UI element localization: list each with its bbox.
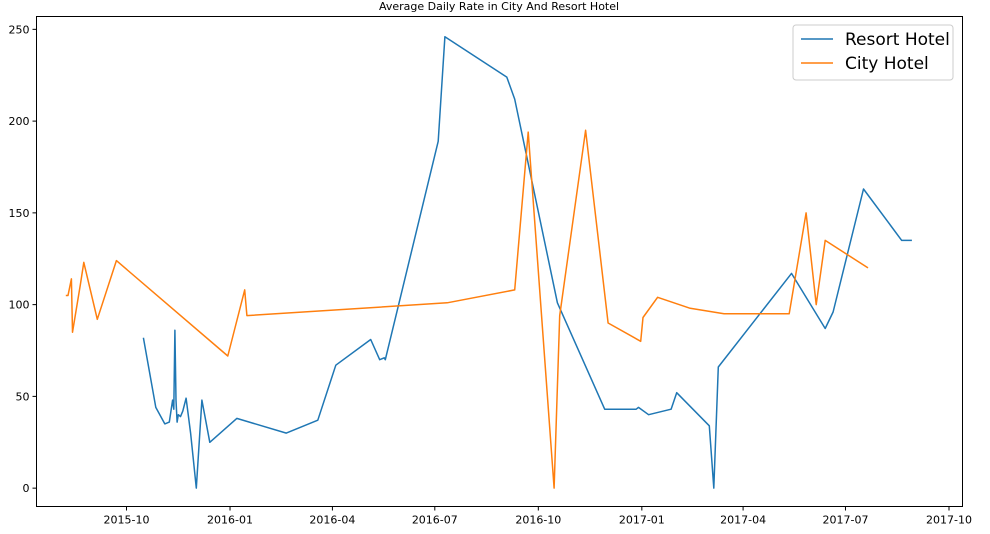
x-tick-label: 2016-10	[515, 514, 561, 527]
plot-frame	[36, 16, 963, 507]
y-tick-label: 150	[9, 207, 30, 220]
legend-label: Resort Hotel	[845, 30, 950, 50]
y-tick-label: 100	[9, 299, 30, 312]
y-tick-label: 50	[16, 390, 30, 403]
series-layer	[65, 35, 912, 489]
legend-label: City Hotel	[845, 54, 929, 74]
series-line-resort-hotel	[142, 35, 912, 489]
x-axis: 2015-10 2016-01 2016-04 2016-07 2016-10 2017-…	[104, 506, 972, 527]
x-tick-label: 2017-01	[619, 514, 665, 527]
x-tick-label: 2017-10	[926, 514, 972, 527]
legend: Resort Hotel City Hotel	[792, 24, 954, 81]
series-line-city-hotel	[65, 129, 869, 489]
x-tick-label: 2017-07	[822, 514, 868, 527]
y-tick-label: 200	[9, 115, 30, 128]
y-tick-label: 0	[23, 482, 30, 495]
x-tick-label: 2016-01	[207, 514, 253, 527]
x-tick-label: 2017-04	[720, 514, 766, 527]
x-tick-label: 2015-10	[104, 514, 150, 527]
x-tick-label: 2016-04	[309, 514, 355, 527]
y-axis: 0 50 100 150 200 250	[9, 23, 37, 495]
y-tick-label: 250	[9, 23, 30, 36]
x-tick-label: 2016-07	[412, 514, 458, 527]
chart-title: Average Daily Rate in City And Resort Ho…	[379, 0, 619, 13]
